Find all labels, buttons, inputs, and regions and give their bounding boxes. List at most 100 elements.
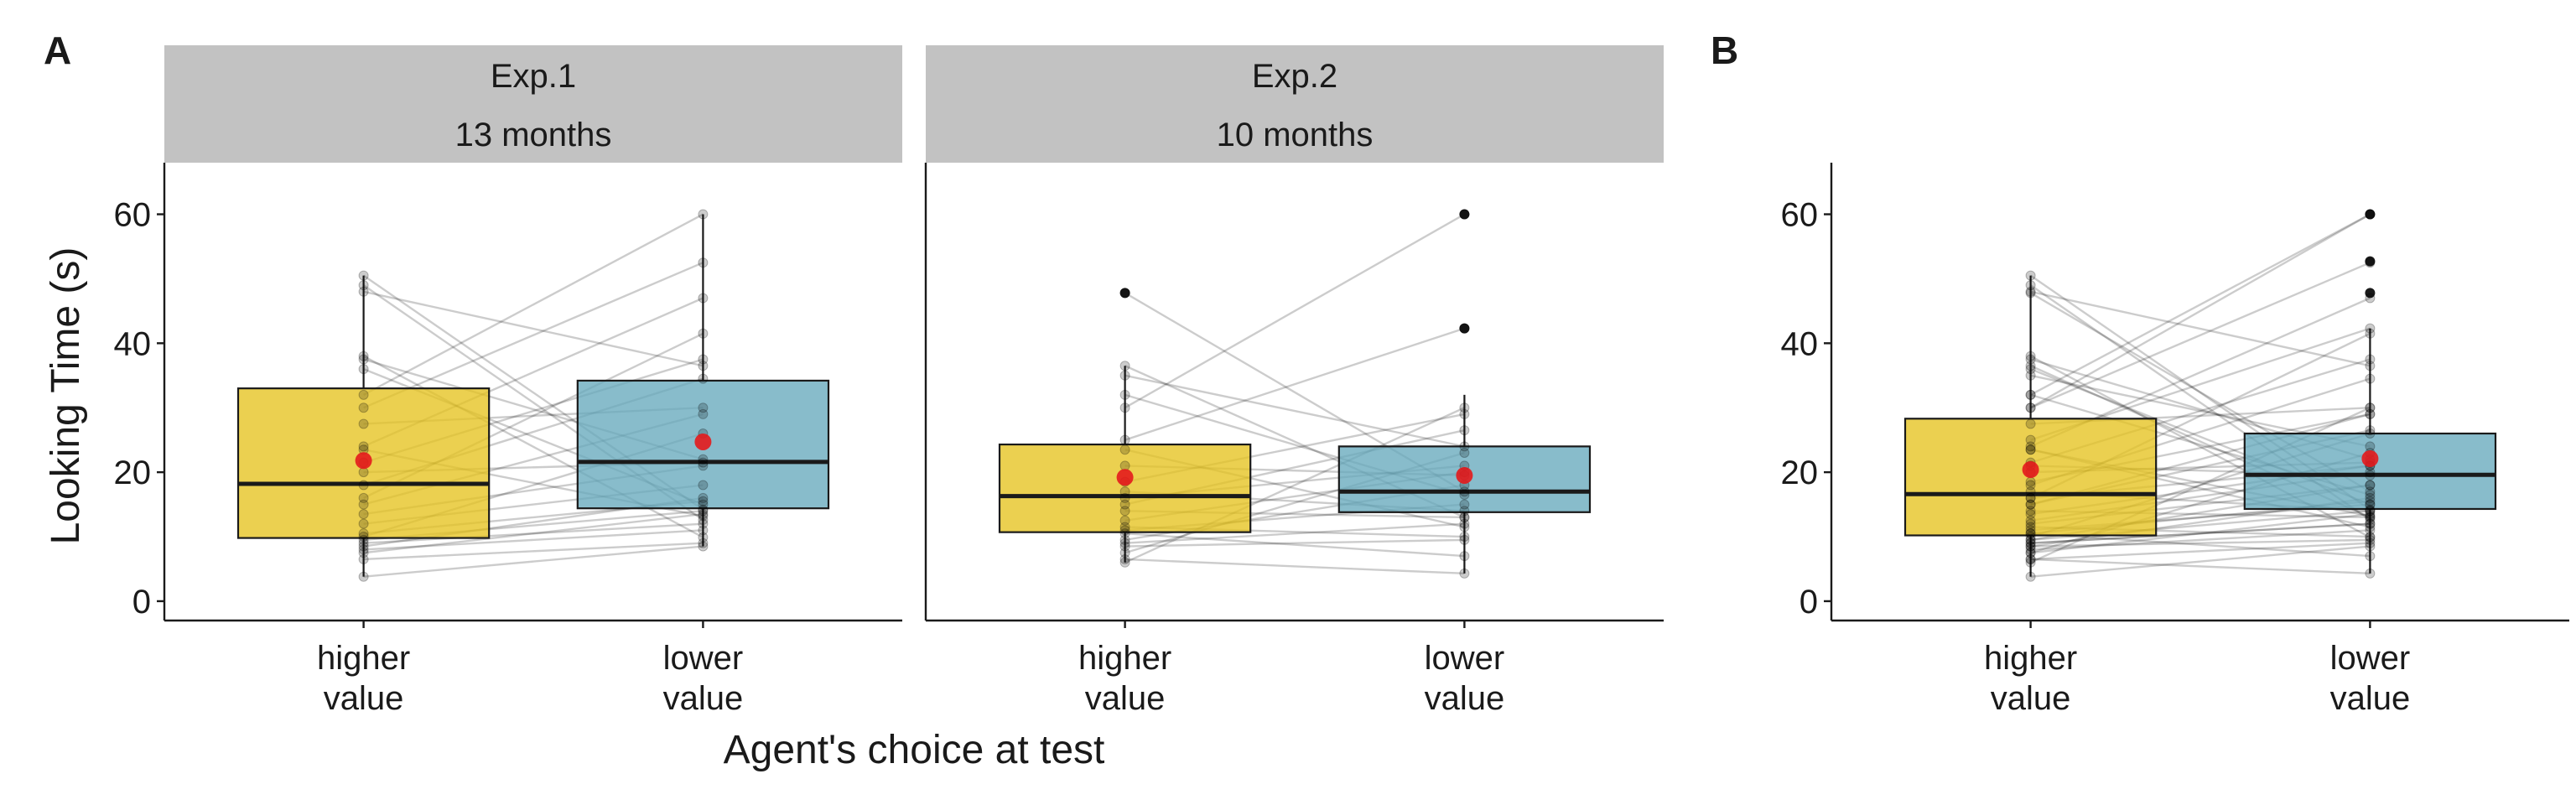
data-point bbox=[2365, 532, 2376, 543]
data-point bbox=[2365, 408, 2376, 419]
pair-line bbox=[363, 545, 704, 578]
data-point bbox=[2025, 553, 2036, 564]
pair-line bbox=[363, 290, 704, 367]
facet-strip-exp1-bg bbox=[164, 45, 902, 163]
data-point bbox=[2365, 504, 2376, 515]
data-point bbox=[2365, 551, 2376, 562]
data-point bbox=[1119, 370, 1130, 381]
data-point bbox=[358, 286, 369, 297]
data-point bbox=[1119, 492, 1130, 503]
pair-line bbox=[363, 529, 704, 551]
x-tick-label: higher value bbox=[1984, 640, 2077, 717]
data-point bbox=[358, 480, 369, 491]
data-point bbox=[2365, 541, 2376, 552]
data-point bbox=[2365, 490, 2376, 501]
data-point bbox=[1119, 402, 1130, 413]
data-point bbox=[2365, 373, 2376, 384]
data-point bbox=[358, 354, 369, 365]
pair-line bbox=[363, 213, 704, 396]
data-point bbox=[1459, 425, 1470, 436]
data-point bbox=[2025, 528, 2036, 539]
data-point bbox=[1459, 490, 1470, 501]
data-point bbox=[1119, 534, 1130, 545]
data-point bbox=[2365, 512, 2376, 522]
data-point bbox=[2025, 270, 2036, 281]
mean-point bbox=[1116, 469, 1134, 486]
data-point bbox=[698, 457, 709, 468]
data-point bbox=[1459, 323, 1470, 334]
data-point bbox=[2025, 444, 2036, 455]
data-point bbox=[2025, 522, 2036, 532]
data-point bbox=[2365, 328, 2376, 339]
pair-line bbox=[363, 542, 704, 561]
data-point bbox=[2025, 548, 2036, 558]
x-tick-label: higher value bbox=[317, 640, 410, 717]
data-point bbox=[1119, 389, 1130, 400]
data-point bbox=[698, 499, 709, 510]
data-point bbox=[2025, 528, 2036, 539]
data-point bbox=[2025, 434, 2036, 445]
data-point bbox=[1119, 361, 1130, 371]
y-tick-label: 20 bbox=[114, 454, 152, 491]
data-point bbox=[2025, 525, 2036, 536]
y-axis-title: Looking Time (s) bbox=[44, 247, 88, 545]
data-point bbox=[2365, 538, 2376, 548]
data-point bbox=[2025, 280, 2036, 291]
data-point bbox=[2025, 509, 2036, 520]
data-point bbox=[1119, 444, 1130, 455]
x-tick-label: lower value bbox=[663, 640, 744, 717]
data-point bbox=[358, 499, 369, 510]
data-point bbox=[2365, 506, 2376, 517]
data-point bbox=[1119, 288, 1130, 299]
data-point bbox=[1119, 506, 1130, 517]
pair-line bbox=[2030, 558, 2371, 575]
data-point bbox=[1459, 532, 1470, 543]
data-point bbox=[698, 532, 709, 543]
data-point bbox=[2365, 499, 2376, 510]
data-point bbox=[2365, 323, 2376, 334]
x-tick-label: lower value bbox=[1425, 640, 1505, 717]
pair-line bbox=[2030, 262, 2371, 409]
data-point bbox=[1459, 512, 1470, 522]
data-point bbox=[2365, 257, 2376, 268]
data-point bbox=[2025, 518, 2036, 529]
data-point bbox=[358, 532, 369, 543]
data-point bbox=[2365, 480, 2376, 491]
data-point bbox=[2025, 389, 2036, 400]
data-point bbox=[1119, 541, 1130, 552]
data-point bbox=[2025, 499, 2036, 510]
data-point bbox=[1459, 518, 1470, 529]
data-point bbox=[2025, 402, 2036, 413]
pair-line bbox=[2030, 512, 2371, 554]
data-point bbox=[358, 509, 369, 520]
data-point bbox=[1459, 448, 1470, 459]
data-point bbox=[2025, 444, 2036, 455]
y-tick-label: 60 bbox=[114, 197, 152, 234]
data-point bbox=[1459, 408, 1470, 419]
data-point bbox=[698, 373, 709, 384]
data-point bbox=[358, 364, 369, 375]
data-point bbox=[698, 496, 709, 506]
data-point bbox=[2025, 361, 2036, 371]
data-point bbox=[2025, 544, 2036, 555]
data-point bbox=[2365, 496, 2376, 506]
data-point bbox=[1119, 557, 1130, 568]
facet-strip-exp1: Exp.1 13 months bbox=[164, 45, 902, 163]
data-point bbox=[2025, 548, 2036, 558]
data-point bbox=[358, 544, 369, 555]
data-point bbox=[358, 492, 369, 503]
pair-line bbox=[2030, 213, 2371, 396]
data-point bbox=[698, 511, 709, 522]
data-point bbox=[358, 402, 369, 413]
data-point bbox=[698, 504, 709, 515]
data-point bbox=[2025, 541, 2036, 552]
data-point bbox=[2025, 553, 2036, 564]
box-body bbox=[2243, 432, 2497, 511]
data-point bbox=[2025, 486, 2036, 497]
data-point bbox=[2365, 506, 2376, 517]
outlier-point bbox=[2365, 256, 2376, 267]
mean-point bbox=[1456, 466, 1473, 484]
data-point bbox=[2365, 209, 2376, 220]
data-point bbox=[2365, 425, 2376, 436]
data-point bbox=[1459, 534, 1470, 545]
